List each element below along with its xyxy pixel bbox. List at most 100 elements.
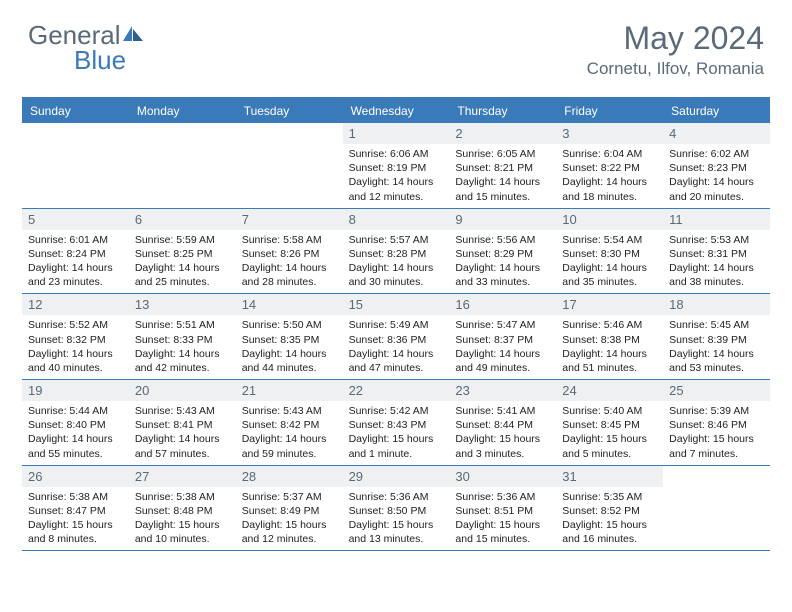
day-d2: and 35 minutes. bbox=[562, 275, 657, 289]
day-sr: Sunrise: 6:04 AM bbox=[562, 147, 657, 161]
day-body: Sunrise: 5:36 AMSunset: 8:51 PMDaylight:… bbox=[449, 487, 556, 551]
day-body: Sunrise: 5:38 AMSunset: 8:47 PMDaylight:… bbox=[22, 487, 129, 551]
day-ss: Sunset: 8:39 PM bbox=[669, 333, 764, 347]
day-body: Sunrise: 5:35 AMSunset: 8:52 PMDaylight:… bbox=[556, 487, 663, 551]
day-number: 13 bbox=[129, 294, 236, 315]
weeks-container: 1Sunrise: 6:06 AMSunset: 8:19 PMDaylight… bbox=[22, 123, 770, 551]
day-body: Sunrise: 6:05 AMSunset: 8:21 PMDaylight:… bbox=[449, 144, 556, 208]
day-sr: Sunrise: 5:42 AM bbox=[349, 404, 444, 418]
day-cell: 26Sunrise: 5:38 AMSunset: 8:47 PMDayligh… bbox=[22, 466, 129, 551]
day-ss: Sunset: 8:29 PM bbox=[455, 247, 550, 261]
day-d2: and 7 minutes. bbox=[669, 447, 764, 461]
day-ss: Sunset: 8:35 PM bbox=[242, 333, 337, 347]
day-d2: and 53 minutes. bbox=[669, 361, 764, 375]
day-sr: Sunrise: 5:50 AM bbox=[242, 318, 337, 332]
day-ss: Sunset: 8:40 PM bbox=[28, 418, 123, 432]
day-number: 28 bbox=[236, 466, 343, 487]
day-sr: Sunrise: 5:58 AM bbox=[242, 233, 337, 247]
day-sr: Sunrise: 5:56 AM bbox=[455, 233, 550, 247]
day-number: 25 bbox=[663, 380, 770, 401]
day-ss: Sunset: 8:41 PM bbox=[135, 418, 230, 432]
day-body: Sunrise: 5:58 AMSunset: 8:26 PMDaylight:… bbox=[236, 230, 343, 294]
day-cell: 29Sunrise: 5:36 AMSunset: 8:50 PMDayligh… bbox=[343, 466, 450, 551]
day-d2: and 57 minutes. bbox=[135, 447, 230, 461]
empty-cell bbox=[663, 466, 770, 551]
day-sr: Sunrise: 6:05 AM bbox=[455, 147, 550, 161]
day-number: 19 bbox=[22, 380, 129, 401]
day-sr: Sunrise: 5:51 AM bbox=[135, 318, 230, 332]
day-ss: Sunset: 8:52 PM bbox=[562, 504, 657, 518]
day-body: Sunrise: 5:39 AMSunset: 8:46 PMDaylight:… bbox=[663, 401, 770, 465]
day-cell: 17Sunrise: 5:46 AMSunset: 8:38 PMDayligh… bbox=[556, 294, 663, 379]
day-d2: and 40 minutes. bbox=[28, 361, 123, 375]
day-ss: Sunset: 8:38 PM bbox=[562, 333, 657, 347]
day-number: 26 bbox=[22, 466, 129, 487]
day-number: 24 bbox=[556, 380, 663, 401]
day-d1: Daylight: 14 hours bbox=[28, 261, 123, 275]
month-title: May 2024 bbox=[587, 20, 764, 57]
day-d1: Daylight: 14 hours bbox=[455, 261, 550, 275]
day-sr: Sunrise: 5:37 AM bbox=[242, 490, 337, 504]
week-row: 1Sunrise: 6:06 AMSunset: 8:19 PMDaylight… bbox=[22, 123, 770, 209]
day-cell: 28Sunrise: 5:37 AMSunset: 8:49 PMDayligh… bbox=[236, 466, 343, 551]
day-d2: and 51 minutes. bbox=[562, 361, 657, 375]
day-number: 6 bbox=[129, 209, 236, 230]
day-body: Sunrise: 5:44 AMSunset: 8:40 PMDaylight:… bbox=[22, 401, 129, 465]
day-ss: Sunset: 8:30 PM bbox=[562, 247, 657, 261]
day-cell: 4Sunrise: 6:02 AMSunset: 8:23 PMDaylight… bbox=[663, 123, 770, 208]
day-number: 20 bbox=[129, 380, 236, 401]
day-header-sun: Sunday bbox=[22, 99, 129, 123]
day-number: 16 bbox=[449, 294, 556, 315]
day-cell: 23Sunrise: 5:41 AMSunset: 8:44 PMDayligh… bbox=[449, 380, 556, 465]
day-cell: 25Sunrise: 5:39 AMSunset: 8:46 PMDayligh… bbox=[663, 380, 770, 465]
day-number: 14 bbox=[236, 294, 343, 315]
day-body: Sunrise: 5:50 AMSunset: 8:35 PMDaylight:… bbox=[236, 315, 343, 379]
day-number: 7 bbox=[236, 209, 343, 230]
day-number: 18 bbox=[663, 294, 770, 315]
day-sr: Sunrise: 5:53 AM bbox=[669, 233, 764, 247]
day-d2: and 49 minutes. bbox=[455, 361, 550, 375]
day-d1: Daylight: 14 hours bbox=[242, 432, 337, 446]
day-cell: 5Sunrise: 6:01 AMSunset: 8:24 PMDaylight… bbox=[22, 209, 129, 294]
day-d1: Daylight: 14 hours bbox=[349, 261, 444, 275]
day-ss: Sunset: 8:28 PM bbox=[349, 247, 444, 261]
day-d2: and 47 minutes. bbox=[349, 361, 444, 375]
day-sr: Sunrise: 5:38 AM bbox=[135, 490, 230, 504]
day-cell: 22Sunrise: 5:42 AMSunset: 8:43 PMDayligh… bbox=[343, 380, 450, 465]
day-d2: and 55 minutes. bbox=[28, 447, 123, 461]
day-cell: 2Sunrise: 6:05 AMSunset: 8:21 PMDaylight… bbox=[449, 123, 556, 208]
logo: GeneralBlue bbox=[28, 20, 147, 76]
day-d1: Daylight: 15 hours bbox=[349, 518, 444, 532]
day-cell: 21Sunrise: 5:43 AMSunset: 8:42 PMDayligh… bbox=[236, 380, 343, 465]
day-d1: Daylight: 14 hours bbox=[562, 175, 657, 189]
day-body: Sunrise: 5:36 AMSunset: 8:50 PMDaylight:… bbox=[343, 487, 450, 551]
day-sr: Sunrise: 5:59 AM bbox=[135, 233, 230, 247]
day-ss: Sunset: 8:26 PM bbox=[242, 247, 337, 261]
week-row: 19Sunrise: 5:44 AMSunset: 8:40 PMDayligh… bbox=[22, 380, 770, 466]
day-d2: and 13 minutes. bbox=[349, 532, 444, 546]
day-d2: and 59 minutes. bbox=[242, 447, 337, 461]
day-d2: and 44 minutes. bbox=[242, 361, 337, 375]
day-body: Sunrise: 5:46 AMSunset: 8:38 PMDaylight:… bbox=[556, 315, 663, 379]
day-ss: Sunset: 8:37 PM bbox=[455, 333, 550, 347]
day-ss: Sunset: 8:24 PM bbox=[28, 247, 123, 261]
location: Cornetu, Ilfov, Romania bbox=[587, 59, 764, 79]
day-ss: Sunset: 8:36 PM bbox=[349, 333, 444, 347]
day-ss: Sunset: 8:42 PM bbox=[242, 418, 337, 432]
day-d2: and 38 minutes. bbox=[669, 275, 764, 289]
day-d2: and 42 minutes. bbox=[135, 361, 230, 375]
day-number: 5 bbox=[22, 209, 129, 230]
day-number: 1 bbox=[343, 123, 450, 144]
day-header-sat: Saturday bbox=[663, 99, 770, 123]
day-d1: Daylight: 14 hours bbox=[135, 432, 230, 446]
day-sr: Sunrise: 5:36 AM bbox=[349, 490, 444, 504]
calendar: Sunday Monday Tuesday Wednesday Thursday… bbox=[22, 97, 770, 551]
day-d1: Daylight: 15 hours bbox=[562, 432, 657, 446]
day-d1: Daylight: 14 hours bbox=[669, 347, 764, 361]
day-body: Sunrise: 5:51 AMSunset: 8:33 PMDaylight:… bbox=[129, 315, 236, 379]
day-d2: and 15 minutes. bbox=[455, 190, 550, 204]
empty-cell bbox=[236, 123, 343, 208]
day-d2: and 3 minutes. bbox=[455, 447, 550, 461]
day-number: 3 bbox=[556, 123, 663, 144]
day-ss: Sunset: 8:43 PM bbox=[349, 418, 444, 432]
